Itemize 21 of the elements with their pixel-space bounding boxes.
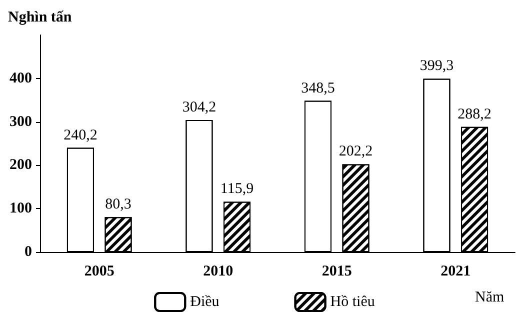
data-label: 288,2	[458, 106, 492, 122]
data-label: 240,2	[64, 127, 98, 144]
data-label: 304,2	[182, 99, 216, 116]
x-tick-label: 2021	[440, 264, 471, 280]
data-label: 202,2	[338, 144, 373, 160]
data-label: 80,3	[105, 196, 132, 213]
x-tick-label: 2015	[322, 264, 352, 280]
legend-label: Điều	[190, 294, 220, 310]
y-tick-label: 300	[10, 114, 32, 130]
y-axis-title: Nghìn tấn	[8, 10, 72, 26]
legend-label: Hồ tiêu	[330, 294, 376, 310]
data-label: 115,9	[220, 181, 254, 198]
data-label: 399,3	[420, 58, 454, 74]
y-tick-label: 200	[10, 157, 32, 174]
y-tick-label: 0	[24, 244, 32, 260]
data-label: 348,5	[301, 80, 335, 96]
y-tick-label: 400	[10, 70, 32, 86]
x-tick-label: 2005	[84, 264, 114, 280]
x-axis-title: Năm	[475, 290, 504, 306]
y-tick-label: 100	[10, 200, 32, 217]
x-tick-label: 2010	[203, 264, 234, 280]
